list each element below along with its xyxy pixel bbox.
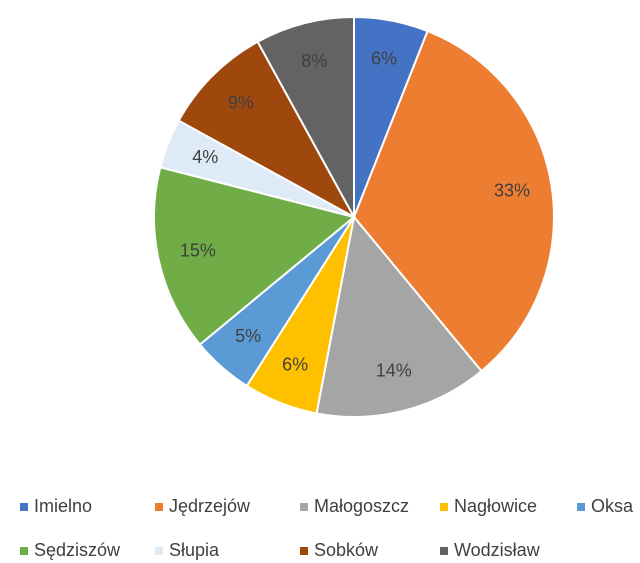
legend-label: Imielno: [34, 496, 92, 516]
pie-slice: [153, 166, 357, 346]
data-label: 6%: [282, 355, 308, 375]
pie-slice: [256, 15, 355, 218]
legend-label: Słupia: [169, 540, 220, 560]
legend-marker: [440, 503, 448, 511]
legend-marker: [300, 503, 308, 511]
pie-slice: [352, 29, 555, 373]
legend-marker: [300, 547, 308, 555]
data-label: 4%: [192, 147, 218, 167]
legend-marker: [155, 503, 163, 511]
legend-marker: [577, 503, 585, 511]
data-label: 5%: [235, 326, 261, 346]
legend-marker: [20, 547, 28, 555]
data-label: 6%: [371, 49, 397, 69]
data-label: 15%: [180, 241, 216, 261]
data-label: 33%: [494, 181, 530, 201]
data-label: 14%: [376, 361, 412, 381]
pie-slice: [177, 40, 357, 220]
legend-marker: [20, 503, 28, 511]
data-label: 9%: [228, 93, 254, 113]
legend-label: Oksa: [591, 496, 634, 516]
legend-label: Wodzisław: [454, 540, 541, 560]
legend-label: Jędrzejów: [169, 496, 251, 516]
data-label: 8%: [301, 51, 327, 71]
legend-label: Nagłowice: [454, 496, 537, 516]
pie-slice: [315, 214, 483, 418]
legend-label: Sędziszów: [34, 540, 121, 560]
legend-label: Małogoszcz: [314, 496, 409, 516]
legend-marker: [440, 547, 448, 555]
legend-marker: [155, 547, 163, 555]
legend-label: Sobków: [314, 540, 379, 560]
